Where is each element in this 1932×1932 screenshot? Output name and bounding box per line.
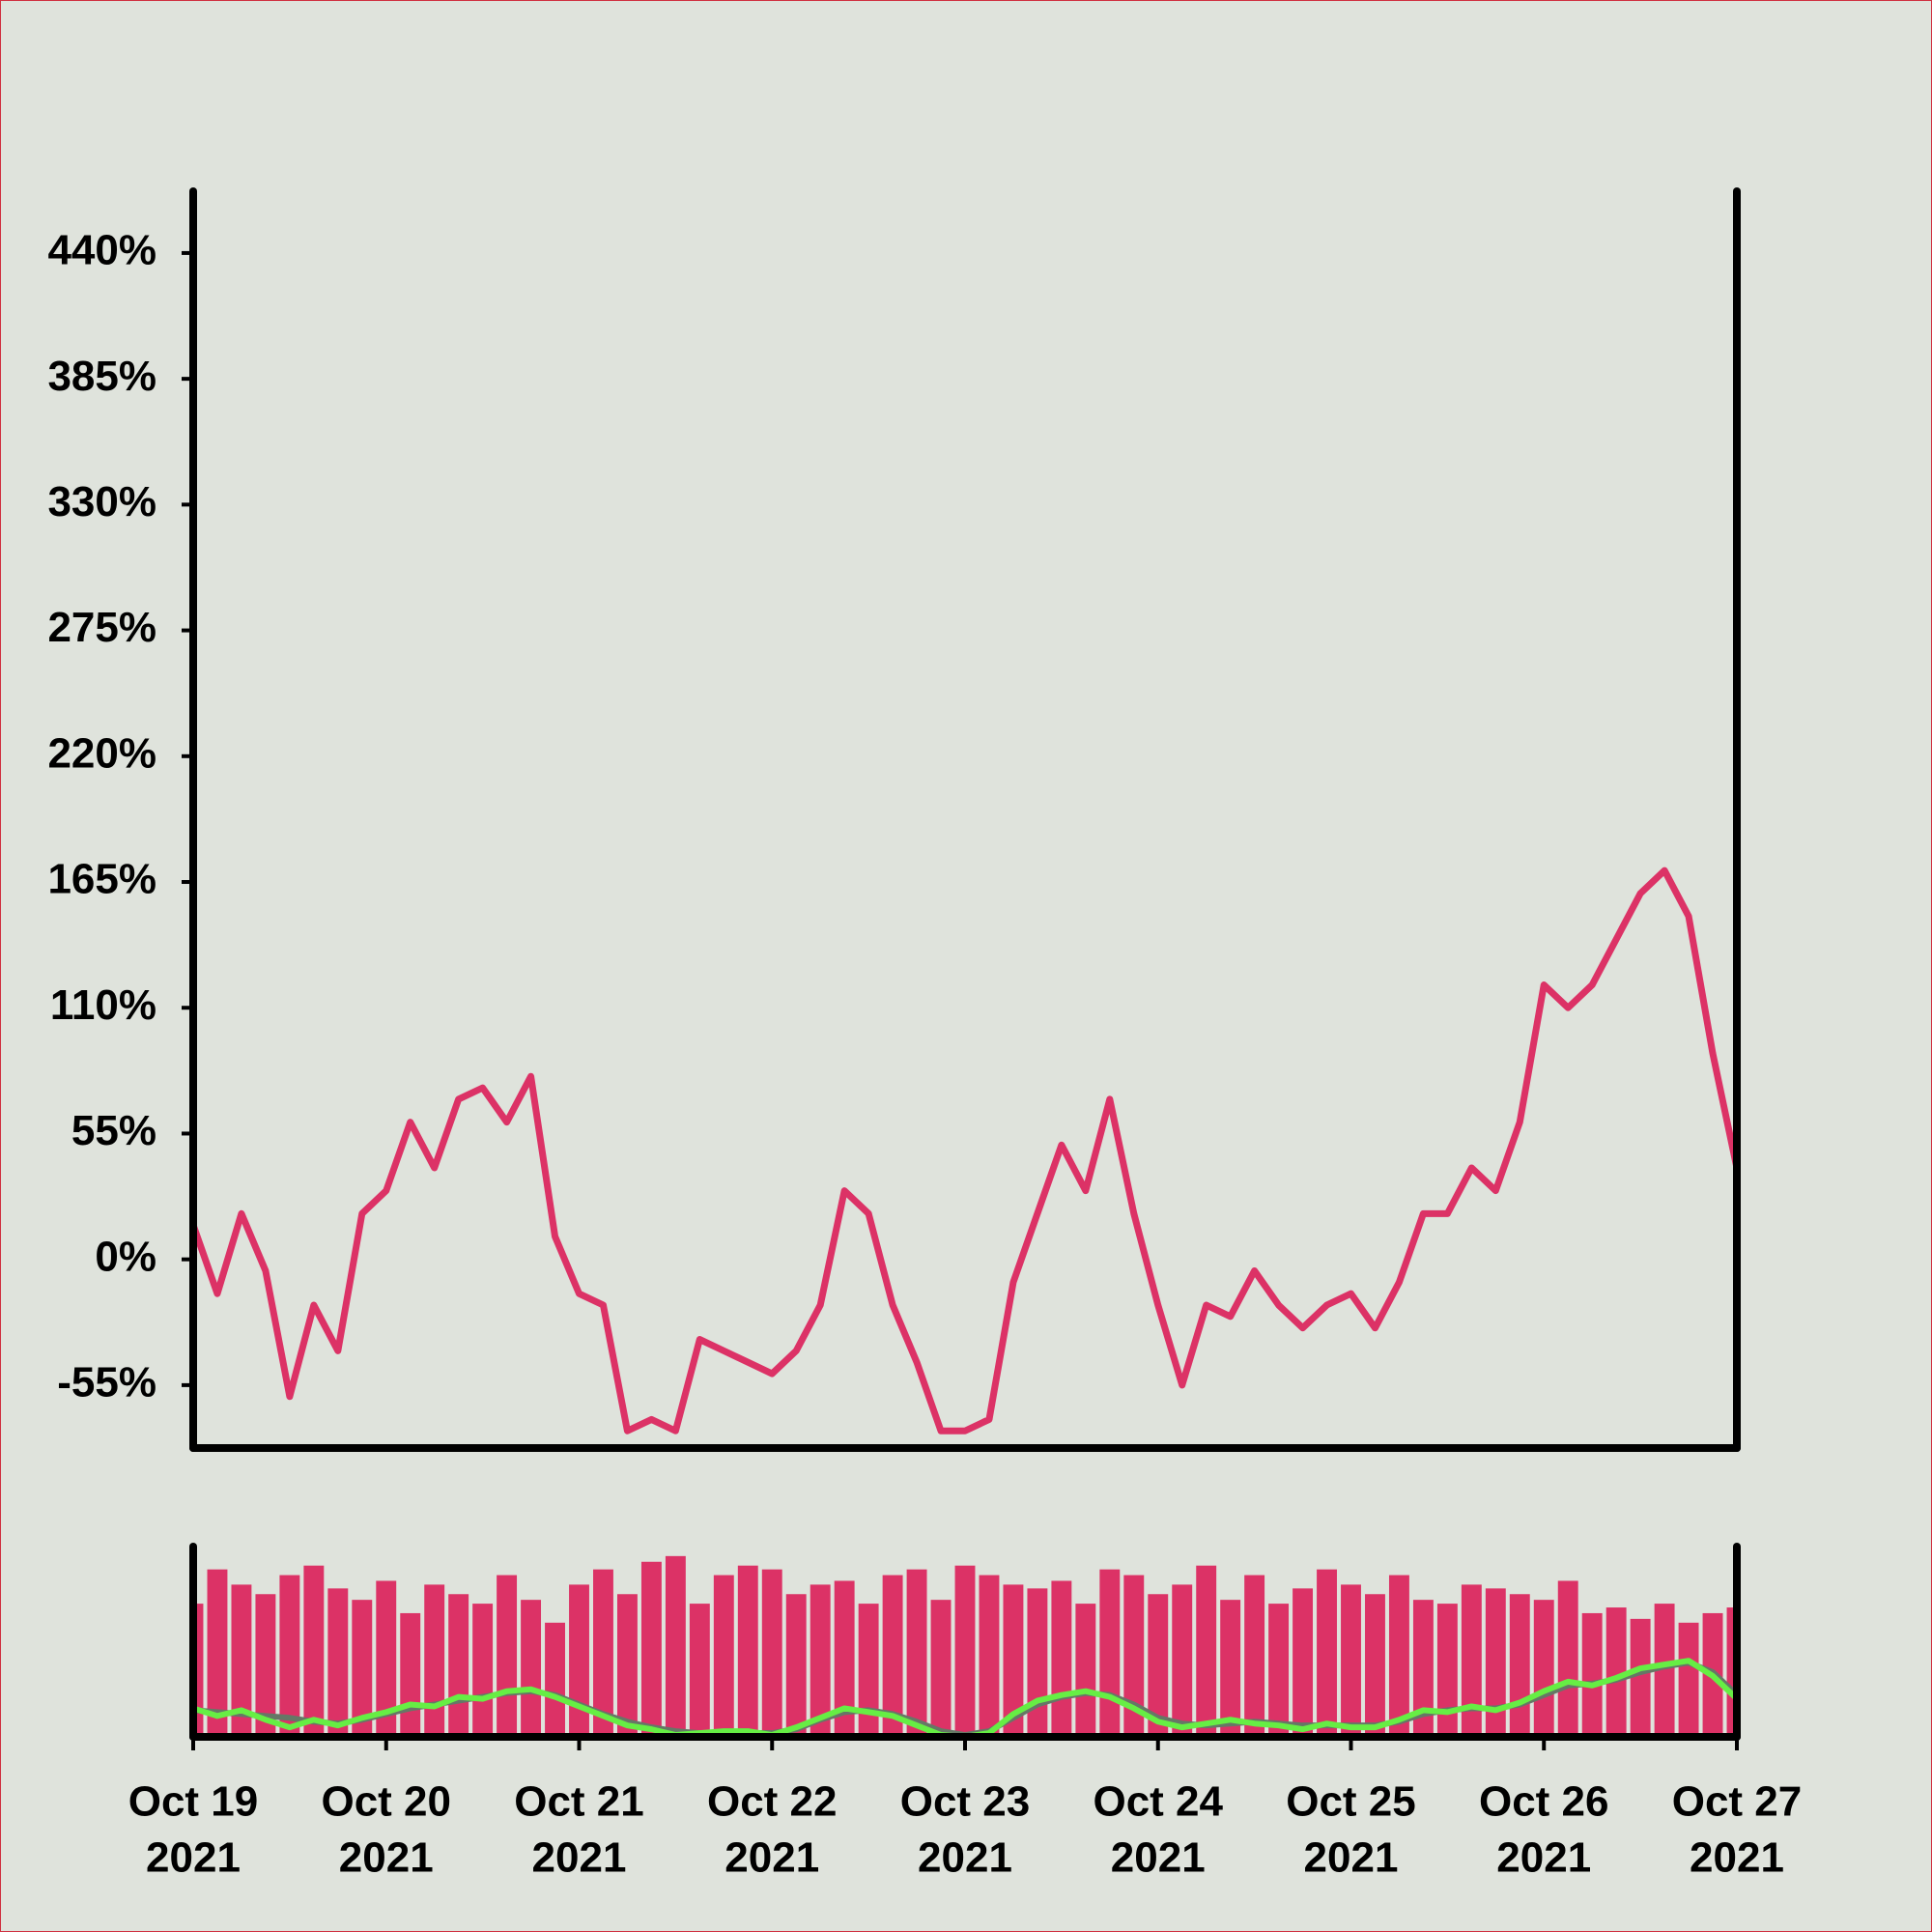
- volume-bar: [930, 1600, 952, 1737]
- volume-bar: [1172, 1584, 1193, 1737]
- x-tick-label: 2021: [1111, 1834, 1206, 1882]
- volume-bar: [279, 1575, 300, 1737]
- volume-bar: [1461, 1584, 1482, 1737]
- volume-bar: [1317, 1569, 1337, 1737]
- x-tick-label: 2021: [1304, 1834, 1399, 1882]
- volume-bar: [1581, 1612, 1603, 1737]
- volume-bar: [979, 1575, 1000, 1737]
- volume-bar: [1388, 1575, 1409, 1737]
- y-tick-label: 0%: [95, 1233, 156, 1280]
- x-tick-label: 2021: [339, 1834, 434, 1882]
- volume-bar: [1341, 1584, 1361, 1737]
- y-tick-label: 330%: [47, 478, 156, 526]
- x-tick-label: Oct 22: [707, 1778, 838, 1826]
- x-tick-label: 2021: [146, 1834, 241, 1882]
- volume-bar: [1027, 1588, 1048, 1737]
- volume-bar: [1268, 1604, 1290, 1737]
- y-tick-label: 55%: [71, 1107, 156, 1154]
- y-tick-label: 440%: [47, 227, 156, 274]
- y-tick-label: 110%: [50, 981, 156, 1029]
- volume-bar: [255, 1594, 276, 1737]
- volume-bar: [689, 1604, 710, 1737]
- y-tick-label: 220%: [47, 729, 156, 777]
- x-tick-label: Oct 27: [1672, 1778, 1803, 1826]
- volume-bar: [1365, 1594, 1385, 1737]
- x-tick-label: 2021: [1690, 1834, 1784, 1882]
- volume-bar: [1630, 1618, 1651, 1737]
- x-tick-label: Oct 19: [128, 1778, 259, 1826]
- volume-bar: [231, 1584, 252, 1737]
- x-tick-label: 2021: [918, 1834, 1012, 1882]
- volume-bar: [1605, 1607, 1627, 1737]
- volume-bar: [1196, 1565, 1217, 1737]
- x-tick-label: Oct 26: [1479, 1778, 1609, 1826]
- volume-bar: [665, 1555, 686, 1737]
- volume-bar: [810, 1584, 831, 1737]
- volume-bar: [593, 1569, 613, 1737]
- volume-bar: [785, 1594, 807, 1737]
- volume-bar: [1293, 1588, 1314, 1737]
- volume-bar: [448, 1594, 469, 1737]
- x-tick-label: Oct 23: [900, 1778, 1031, 1826]
- volume-bar: [616, 1594, 638, 1737]
- volume-bar: [352, 1600, 373, 1737]
- x-tick-label: Oct 24: [1093, 1778, 1223, 1826]
- volume-bar: [497, 1575, 518, 1737]
- volume-bar: [858, 1604, 879, 1737]
- volume-bar: [1726, 1607, 1737, 1737]
- volume-bar: [1099, 1569, 1121, 1737]
- volume-bar: [834, 1580, 855, 1737]
- volume-bar: [400, 1612, 421, 1737]
- volume-bar: [1220, 1600, 1241, 1737]
- volume-bar: [1533, 1600, 1554, 1737]
- volume-bar: [1051, 1580, 1072, 1737]
- volume-bar: [1485, 1588, 1506, 1737]
- volume-bar: [1075, 1604, 1096, 1737]
- x-tick-label: Oct 20: [321, 1778, 451, 1826]
- x-tick-label: 2021: [724, 1834, 819, 1882]
- x-tick-label: Oct 21: [514, 1778, 644, 1826]
- x-tick-label: Oct 25: [1286, 1778, 1416, 1826]
- y-tick-label: 275%: [47, 604, 156, 651]
- volume-bar: [1654, 1604, 1675, 1737]
- x-tick-label: 2021: [532, 1834, 627, 1882]
- volume-bar: [1412, 1600, 1434, 1737]
- volume-bar: [569, 1584, 589, 1737]
- moving-average: [193, 1658, 1737, 1737]
- volume-bar: [1244, 1575, 1265, 1737]
- volume-bar: [472, 1604, 494, 1737]
- volume-bar: [1148, 1594, 1169, 1737]
- volume-bar: [303, 1565, 325, 1737]
- volume-bar: [424, 1584, 445, 1737]
- volume-bar: [954, 1565, 976, 1737]
- y-tick-label: -55%: [57, 1359, 156, 1406]
- volume-bar: [1003, 1584, 1024, 1737]
- y-tick-label: 165%: [47, 856, 156, 903]
- volume-bar: [1678, 1622, 1699, 1737]
- volume-bar: [207, 1569, 228, 1737]
- volume-bar: [640, 1561, 662, 1737]
- price-line: [193, 867, 1737, 1435]
- y-tick-label: 385%: [47, 353, 156, 400]
- volume-bar: [327, 1588, 349, 1737]
- volume-bar: [545, 1622, 565, 1737]
- volume-bar: [521, 1600, 542, 1737]
- volume-bar: [1436, 1604, 1458, 1737]
- volume-bar: [906, 1569, 927, 1737]
- volume-bar: [1509, 1594, 1530, 1737]
- volume-bar: [737, 1565, 758, 1737]
- x-tick-label: 2021: [1496, 1834, 1591, 1882]
- volume-bar: [1123, 1575, 1145, 1737]
- volume-bar: [376, 1580, 397, 1737]
- volume-bar: [1557, 1580, 1578, 1737]
- volume-bar: [193, 1604, 204, 1737]
- volume-bar: [761, 1569, 782, 1737]
- volume-bar: [713, 1575, 734, 1737]
- volume-bar: [882, 1575, 903, 1737]
